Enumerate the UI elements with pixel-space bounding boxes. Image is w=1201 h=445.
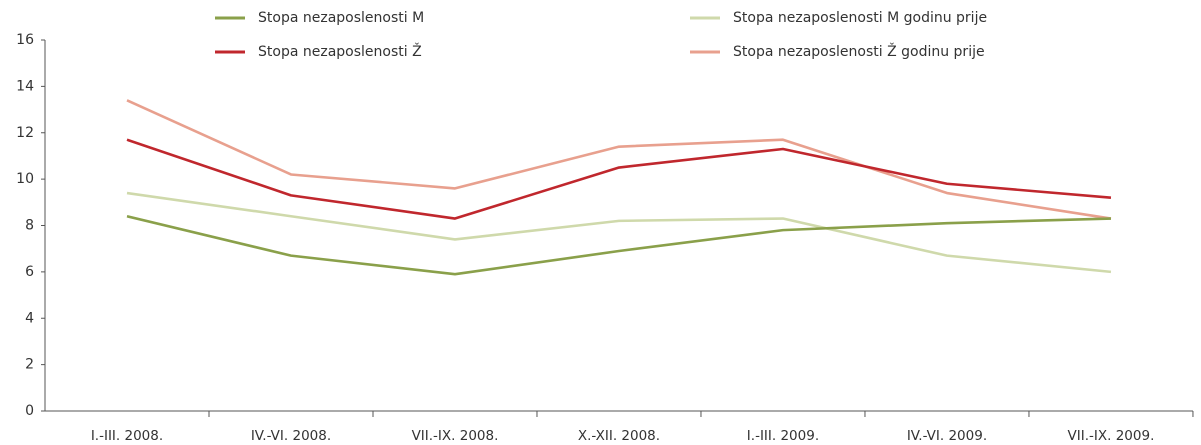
x-tick-label: I.-III. 2009. (747, 428, 819, 444)
series-line (126, 214, 1111, 276)
series-line (126, 191, 1112, 274)
y-tick-label: 16 (16, 32, 34, 48)
x-tick-label: IV.-VI. 2009. (907, 428, 987, 444)
y-tick-label: 10 (16, 171, 34, 187)
y-tick-label: 6 (25, 264, 34, 280)
x-tick-label: VII.-IX. 2009. (1068, 428, 1155, 444)
x-tick-label: X.-XII. 2008. (578, 428, 660, 444)
y-tick-label: 2 (25, 357, 34, 373)
series-line (126, 138, 1112, 220)
legend-label: Stopa nezaposlenosti Ž (258, 42, 422, 60)
y-tick-label: 8 (25, 218, 34, 234)
y-tick-label: 12 (16, 125, 34, 141)
x-tick-label: IV.-VI. 2008. (251, 428, 331, 444)
y-tick-label: 4 (25, 310, 34, 326)
legend-label: Stopa nezaposlenosti M (258, 10, 424, 26)
x-tick-label: VII.-IX. 2008. (412, 428, 499, 444)
y-tick-label: 14 (16, 78, 34, 94)
x-tick-label: I.-III. 2008. (91, 428, 163, 444)
legend-label: Stopa nezaposlenosti Ž godinu prije (733, 42, 985, 60)
y-tick-label: 0 (25, 403, 34, 419)
series-line (126, 99, 1112, 220)
legend-label: Stopa nezaposlenosti M godinu prije (733, 10, 987, 26)
